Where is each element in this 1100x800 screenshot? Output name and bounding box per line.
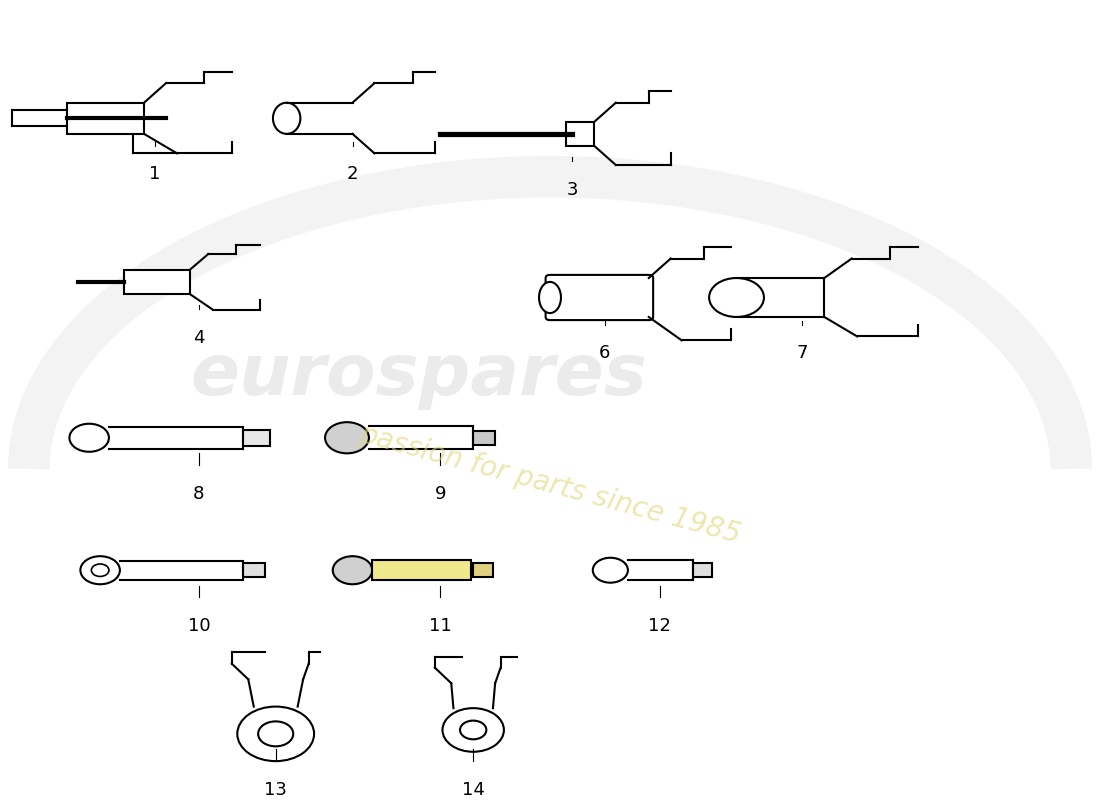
Text: 8: 8 [194,485,205,502]
Text: 10: 10 [188,617,210,635]
Bar [243,430,271,446]
FancyBboxPatch shape [546,275,653,320]
Circle shape [710,278,764,317]
Text: 14: 14 [462,781,485,798]
Bar [693,563,713,578]
Bar [124,270,189,294]
Text: eurospares: eurospares [190,341,647,410]
Circle shape [442,708,504,752]
Circle shape [91,564,109,577]
Ellipse shape [273,102,300,134]
Bar [566,122,594,146]
Ellipse shape [539,282,561,313]
Bar [372,560,471,580]
Circle shape [238,706,315,761]
Circle shape [460,721,486,739]
Circle shape [593,558,628,582]
Circle shape [69,424,109,452]
Text: 7: 7 [796,344,808,362]
Text: 12: 12 [648,617,671,635]
Text: 13: 13 [264,781,287,798]
Text: 9: 9 [434,485,446,502]
Bar [473,563,493,578]
Text: 4: 4 [194,329,205,346]
Bar [67,102,144,134]
Circle shape [332,556,372,584]
Circle shape [326,422,368,454]
Text: passion for parts since 1985: passion for parts since 1985 [356,420,744,549]
Circle shape [80,556,120,584]
Text: 11: 11 [429,617,452,635]
Bar [473,430,495,445]
Text: 1: 1 [150,165,161,183]
Text: 3: 3 [566,181,578,198]
Text: 6: 6 [600,344,610,362]
Text: 2: 2 [346,165,359,183]
Circle shape [258,722,294,746]
Bar [243,563,265,578]
